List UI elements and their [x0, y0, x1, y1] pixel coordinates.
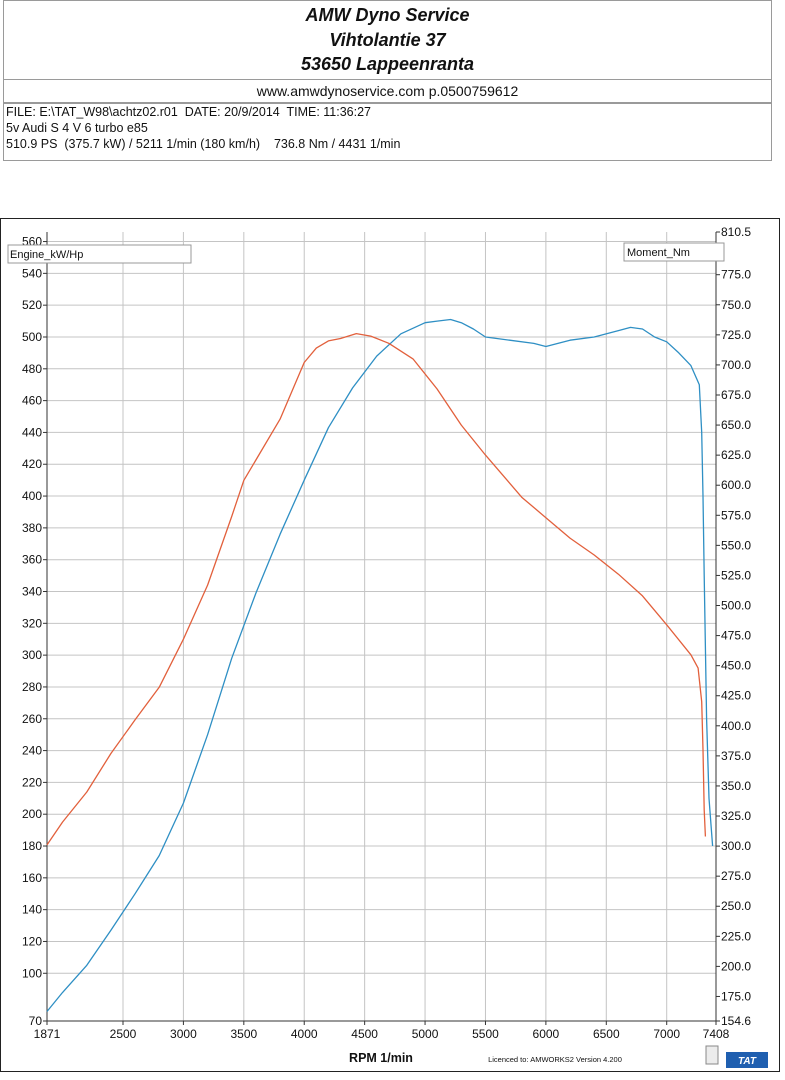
left-tick-label: 500 — [22, 330, 42, 344]
left-tick-label: 300 — [22, 648, 42, 662]
left-tick-label: 440 — [22, 425, 42, 439]
left-tick-label: 320 — [22, 616, 42, 630]
left-tick-label: 520 — [22, 298, 42, 312]
left-tick-label: 460 — [22, 394, 42, 408]
left-tick-label: 380 — [22, 521, 42, 535]
left-tick-label: 180 — [22, 839, 42, 853]
x-tick-label: 3000 — [170, 1027, 197, 1041]
left-tick-label: 240 — [22, 744, 42, 758]
left-tick-label: 220 — [22, 775, 42, 789]
right-tick-label: 575.0 — [721, 508, 751, 522]
left-axis-ticks: 70 100 120 140 160 180 200 220 240 260 280 300 320 34… — [22, 235, 47, 1028]
x-axis-label: RPM 1/min — [349, 1051, 413, 1065]
right-tick-label: 500.0 — [721, 599, 751, 613]
company-name: AMW Dyno Service — [305, 5, 470, 25]
tat-logo-text: TAT — [738, 1056, 757, 1067]
right-tick-label: 400.0 — [721, 719, 751, 733]
contact-line: www.amwdynoservice.com p.0500759612 — [3, 79, 772, 103]
right-tick-label: 675.0 — [721, 388, 751, 402]
left-tick-label: 480 — [22, 362, 42, 376]
right-tick-label: 275.0 — [721, 869, 751, 883]
right-tick-label: 525.0 — [721, 568, 751, 582]
right-legend-box — [623, 242, 725, 262]
license-text: Licenced to: AMWORKS2 Version 4.200 — [488, 1055, 622, 1064]
left-tick-label: 160 — [22, 871, 42, 885]
left-tick-label: 100 — [22, 966, 42, 980]
left-tick-label: 360 — [22, 553, 42, 567]
x-tick-label: 7000 — [653, 1027, 680, 1041]
right-tick-label: 425.0 — [721, 689, 751, 703]
chart-frame — [0, 218, 780, 1072]
vehicle-line: 5v Audi S 4 V 6 turbo e85 — [6, 121, 148, 135]
header-box: AMW Dyno Service Vihtolantie 37 53650 La… — [3, 0, 772, 80]
right-tick-label: 154.6 — [721, 1014, 751, 1028]
right-tick-label: 300.0 — [721, 839, 751, 853]
right-tick-label: 375.0 — [721, 749, 751, 763]
x-tick-label: 1871 — [34, 1027, 61, 1041]
company-street: Vihtolantie 37 — [329, 30, 446, 50]
right-tick-label: 550.0 — [721, 538, 751, 552]
left-tick-label: 200 — [22, 807, 42, 821]
right-tick-label: 450.0 — [721, 659, 751, 673]
grid — [46, 232, 717, 1022]
left-tick-label: 400 — [22, 489, 42, 503]
x-tick-label: 5000 — [412, 1027, 439, 1041]
left-tick-label: 120 — [22, 934, 42, 948]
dyno-chart: 70 100 120 140 160 180 200 220 240 260 280 300 320 34… — [0, 218, 780, 1072]
right-tick-label: 200.0 — [721, 959, 751, 973]
right-tick-label: 225.0 — [721, 929, 751, 943]
right-tick-label: 810.5 — [721, 225, 751, 239]
torque-line — [46, 332, 707, 846]
x-tick-label: 4000 — [291, 1027, 318, 1041]
right-tick-label: 350.0 — [721, 779, 751, 793]
right-tick-label: 725.0 — [721, 328, 751, 342]
x-axis-ticks: 1871 2500 3000 3500 4000 4500 5000 5500 6000 6500… — [34, 1021, 730, 1041]
x-tick-label: 3500 — [230, 1027, 257, 1041]
left-tick-label: 340 — [22, 585, 42, 599]
left-legend-box — [7, 244, 192, 264]
x-tick-label: 6500 — [593, 1027, 620, 1041]
scroll-handle[interactable] — [705, 1045, 719, 1065]
x-tick-label: 5500 — [472, 1027, 499, 1041]
left-axis-label: Engine_kW/Hp — [10, 249, 83, 261]
right-axis-label: Moment_Nm — [627, 247, 690, 259]
right-tick-label: 625.0 — [721, 448, 751, 462]
power-line — [46, 318, 714, 1012]
right-tick-label: 325.0 — [721, 809, 751, 823]
right-tick-label: 750.0 — [721, 298, 751, 312]
left-tick-label: 260 — [22, 712, 42, 726]
left-tick-label: 420 — [22, 457, 42, 471]
right-tick-label: 775.0 — [721, 268, 751, 282]
left-tick-label: 140 — [22, 903, 42, 917]
right-tick-label: 700.0 — [721, 358, 751, 372]
right-axis-ticks: 154.6 175.0 200.0 225.0 250.0 275.0 300.0 325.0… — [716, 225, 751, 1028]
company-city: 53650 Lappeenranta — [300, 54, 475, 74]
right-tick-label: 475.0 — [721, 629, 751, 643]
x-tick-label: 7408 — [703, 1027, 730, 1041]
x-tick-label: 2500 — [110, 1027, 137, 1041]
right-tick-label: 250.0 — [721, 899, 751, 913]
series-group — [46, 318, 714, 1012]
left-tick-label: 280 — [22, 680, 42, 694]
left-tick-label: 70 — [29, 1014, 43, 1028]
tat-logo — [726, 1052, 768, 1068]
right-tick-label: 600.0 — [721, 478, 751, 492]
right-tick-label: 650.0 — [721, 418, 751, 432]
right-tick-label: 175.0 — [721, 989, 751, 1003]
file-line: FILE: E:\TAT_W98\achtz02.r01 DATE: 20/9/… — [6, 105, 371, 119]
x-tick-label: 4500 — [351, 1027, 378, 1041]
left-tick-label: 540 — [22, 266, 42, 280]
run-info-box: FILE: E:\TAT_W98\achtz02.r01 DATE: 20/9/… — [3, 103, 772, 161]
x-tick-label: 6000 — [533, 1027, 560, 1041]
result-line: 510.9 PS (375.7 kW) / 5211 1/min (180 km… — [6, 137, 401, 151]
